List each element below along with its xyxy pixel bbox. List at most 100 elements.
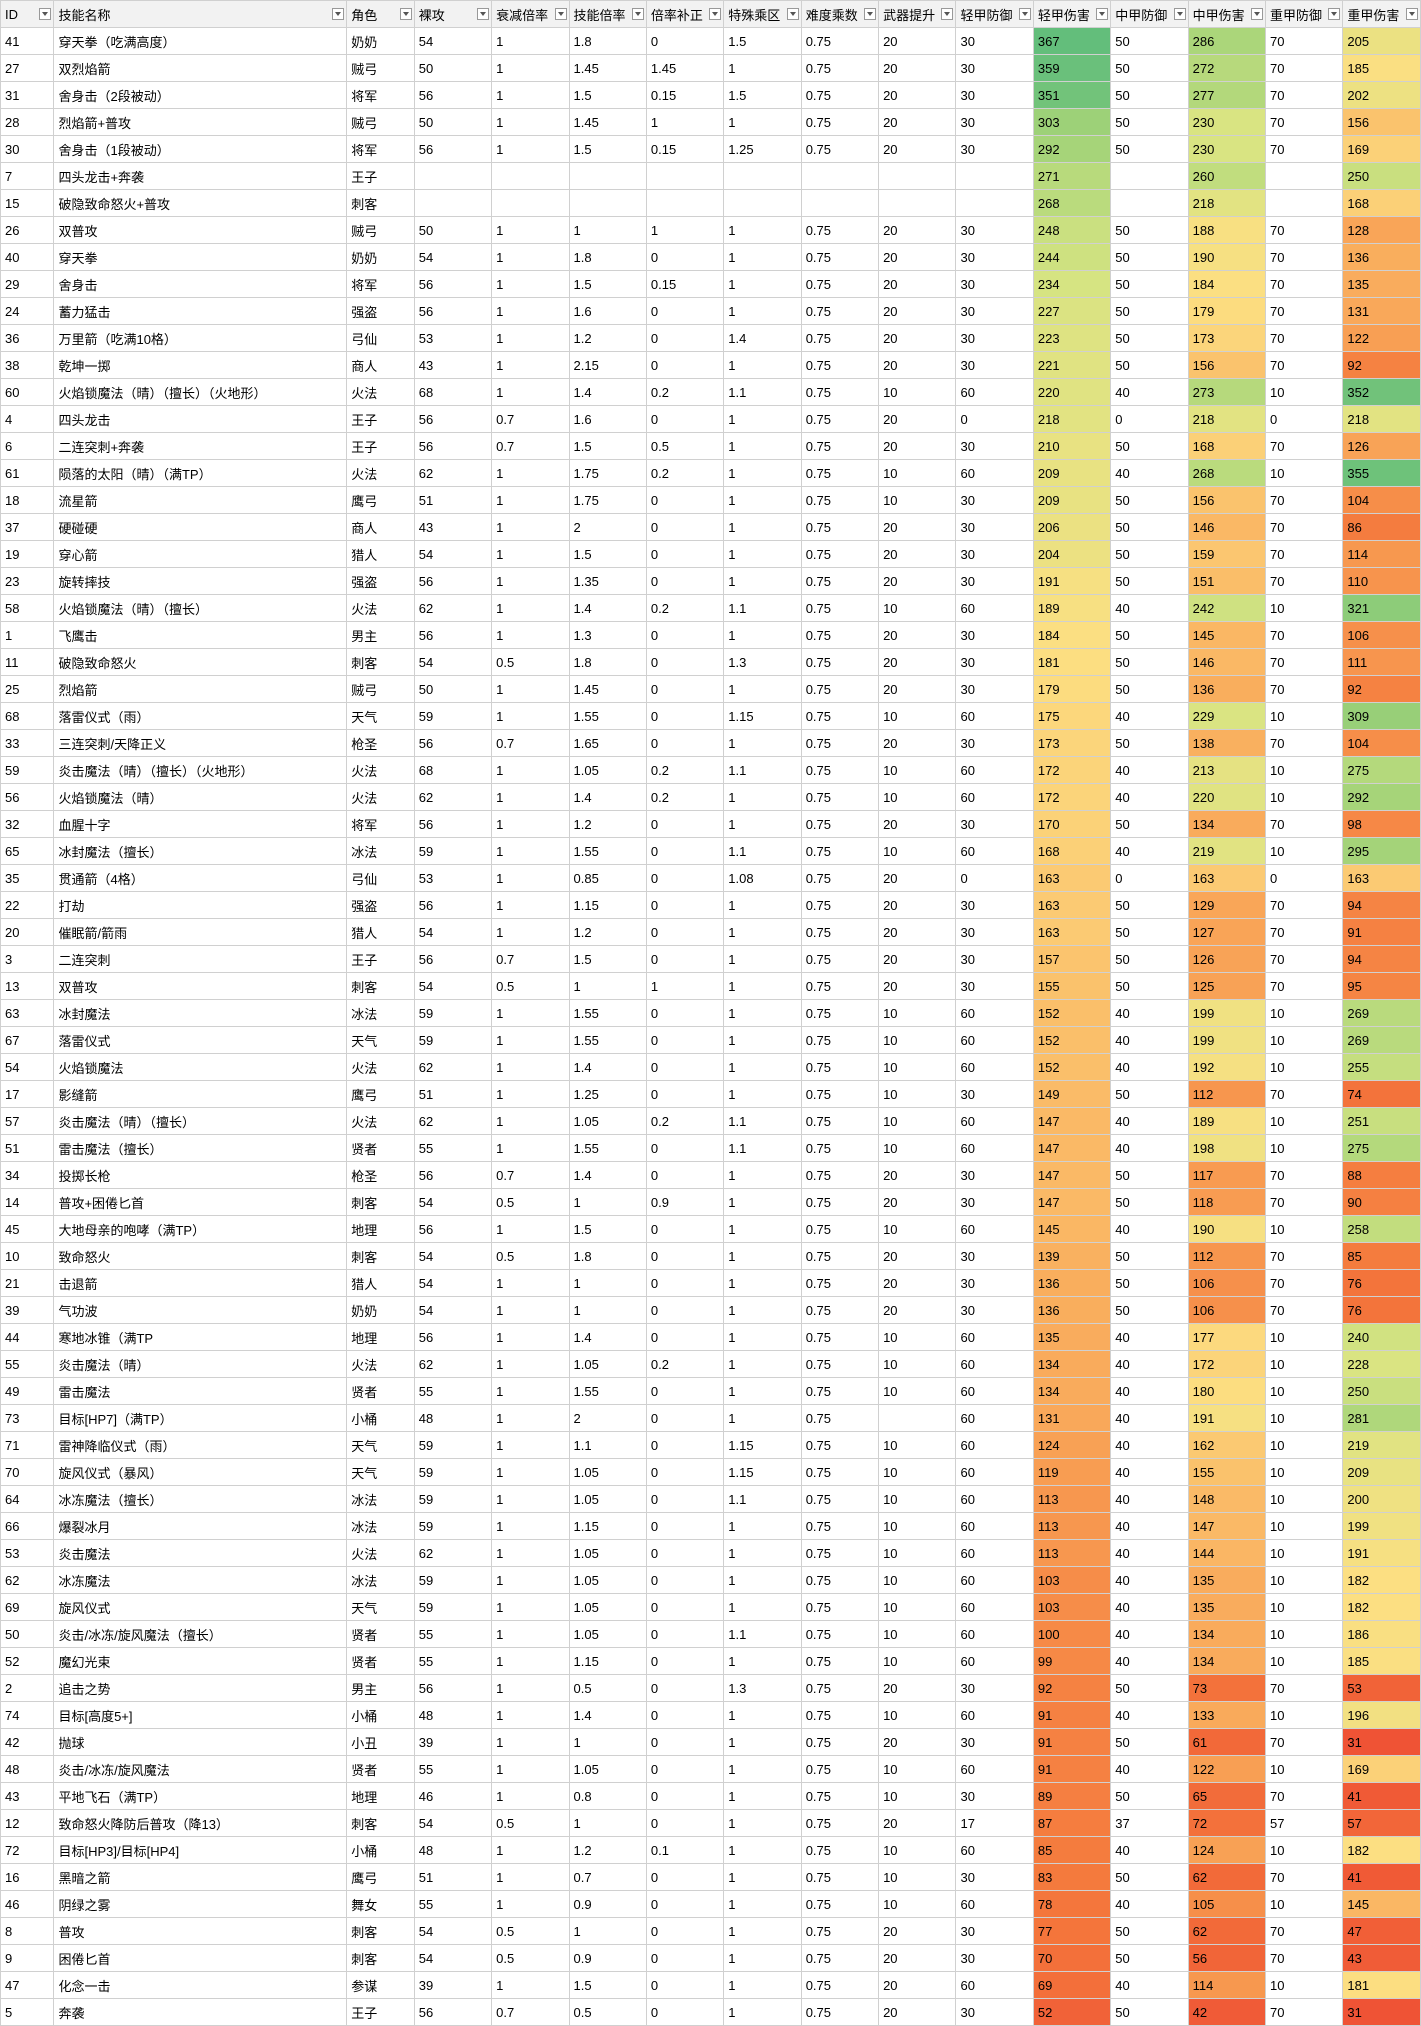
column-header[interactable]: 中甲伤害 bbox=[1188, 1, 1265, 28]
filter-dropdown-icon[interactable] bbox=[864, 8, 876, 20]
cell: 普攻 bbox=[54, 1918, 347, 1945]
column-header[interactable]: 倍率补正 bbox=[646, 1, 723, 28]
column-header[interactable]: 轻甲伤害 bbox=[1033, 1, 1110, 28]
filter-dropdown-icon[interactable] bbox=[1174, 8, 1186, 20]
cell: 127 bbox=[1188, 919, 1265, 946]
cell: 228 bbox=[1343, 1351, 1421, 1378]
filter-dropdown-icon[interactable] bbox=[941, 8, 953, 20]
cell: 162 bbox=[1188, 1432, 1265, 1459]
filter-dropdown-icon[interactable] bbox=[1096, 8, 1108, 20]
cell: 20 bbox=[879, 109, 956, 136]
cell: 1.1 bbox=[724, 1621, 801, 1648]
cell: 10 bbox=[879, 1783, 956, 1810]
cell: 0 bbox=[646, 1540, 723, 1567]
cell: 0 bbox=[646, 487, 723, 514]
cell: 41 bbox=[1, 28, 54, 55]
cell: 0.2 bbox=[646, 757, 723, 784]
cell: 0 bbox=[646, 1432, 723, 1459]
table-row: 52魔幻光束贤者5511.15010.751060994013410185 bbox=[1, 1648, 1421, 1675]
column-header[interactable]: 难度乘数 bbox=[801, 1, 878, 28]
column-header[interactable]: 特殊乘区 bbox=[724, 1, 801, 28]
cell: 0.75 bbox=[801, 676, 878, 703]
cell: 困倦匕首 bbox=[54, 1945, 347, 1972]
cell: 163 bbox=[1188, 865, 1265, 892]
cell: 43 bbox=[1, 1783, 54, 1810]
cell: 248 bbox=[1033, 217, 1110, 244]
cell: 0.75 bbox=[801, 1945, 878, 1972]
filter-dropdown-icon[interactable] bbox=[1406, 8, 1418, 20]
cell: 10 bbox=[1266, 1108, 1343, 1135]
column-header[interactable]: 重甲伤害 bbox=[1343, 1, 1421, 28]
column-header[interactable]: 技能名称 bbox=[54, 1, 347, 28]
column-header[interactable]: 重甲防御 bbox=[1266, 1, 1343, 28]
cell: 0.75 bbox=[801, 1351, 878, 1378]
cell: 0.75 bbox=[801, 1135, 878, 1162]
cell: 367 bbox=[1033, 28, 1110, 55]
cell: 1 bbox=[724, 514, 801, 541]
cell: 0 bbox=[646, 1297, 723, 1324]
cell: 258 bbox=[1343, 1216, 1421, 1243]
cell: 30 bbox=[956, 1918, 1033, 1945]
table-row: 1飞鹰击男主5611.3010.7520301845014570106 bbox=[1, 622, 1421, 649]
filter-dropdown-icon[interactable] bbox=[1328, 8, 1340, 20]
cell: 50 bbox=[1111, 217, 1188, 244]
column-header[interactable]: 裸攻 bbox=[414, 1, 491, 28]
filter-dropdown-icon[interactable] bbox=[477, 8, 489, 20]
cell: 1 bbox=[492, 1000, 569, 1027]
column-header[interactable]: ID bbox=[1, 1, 54, 28]
cell: 10 bbox=[1266, 838, 1343, 865]
column-header[interactable]: 角色 bbox=[347, 1, 415, 28]
cell: 0.75 bbox=[801, 649, 878, 676]
cell bbox=[569, 163, 646, 190]
column-header[interactable]: 武器提升 bbox=[879, 1, 956, 28]
cell: 40 bbox=[1111, 1351, 1188, 1378]
cell: 小桶 bbox=[347, 1405, 415, 1432]
cell: 鹰弓 bbox=[347, 1864, 415, 1891]
cell: 1 bbox=[724, 1702, 801, 1729]
cell: 王子 bbox=[347, 1999, 415, 2026]
cell: 双普攻 bbox=[54, 217, 347, 244]
cell: 1 bbox=[724, 1594, 801, 1621]
filter-dropdown-icon[interactable] bbox=[39, 8, 51, 20]
filter-dropdown-icon[interactable] bbox=[400, 8, 412, 20]
cell: 70 bbox=[1266, 217, 1343, 244]
cell: 30 bbox=[956, 676, 1033, 703]
filter-dropdown-icon[interactable] bbox=[1019, 8, 1031, 20]
cell: 190 bbox=[1188, 244, 1265, 271]
cell: 0.75 bbox=[801, 1459, 878, 1486]
cell: 16 bbox=[1, 1864, 54, 1891]
cell: 45 bbox=[1, 1216, 54, 1243]
filter-dropdown-icon[interactable] bbox=[709, 8, 721, 20]
cell: 129 bbox=[1188, 892, 1265, 919]
cell: 62 bbox=[1188, 1918, 1265, 1945]
cell: 223 bbox=[1033, 325, 1110, 352]
cell: 30 bbox=[956, 217, 1033, 244]
column-header[interactable]: 轻甲防御 bbox=[956, 1, 1033, 28]
cell: 196 bbox=[1343, 1702, 1421, 1729]
column-header[interactable]: 中甲防御 bbox=[1111, 1, 1188, 28]
cell: 60 bbox=[956, 1432, 1033, 1459]
cell: 0.5 bbox=[492, 1243, 569, 1270]
cell: 54 bbox=[414, 1270, 491, 1297]
cell: 万里箭（吃满10格） bbox=[54, 325, 347, 352]
cell: 277 bbox=[1188, 82, 1265, 109]
filter-dropdown-icon[interactable] bbox=[332, 8, 344, 20]
column-header[interactable]: 衰减倍率 bbox=[492, 1, 569, 28]
column-header[interactable]: 技能倍率 bbox=[569, 1, 646, 28]
cell: 小丑 bbox=[347, 1729, 415, 1756]
cell: 50 bbox=[1111, 244, 1188, 271]
cell: 70 bbox=[1266, 649, 1343, 676]
cell: 43 bbox=[414, 352, 491, 379]
cell: 43 bbox=[1343, 1945, 1421, 1972]
cell: 1.3 bbox=[724, 649, 801, 676]
cell: 199 bbox=[1188, 1000, 1265, 1027]
cell: 60 bbox=[956, 1567, 1033, 1594]
cell: 天气 bbox=[347, 703, 415, 730]
cell: 20 bbox=[879, 649, 956, 676]
cell: 0.9 bbox=[646, 1189, 723, 1216]
filter-dropdown-icon[interactable] bbox=[787, 8, 799, 20]
filter-dropdown-icon[interactable] bbox=[555, 8, 567, 20]
filter-dropdown-icon[interactable] bbox=[632, 8, 644, 20]
cell: 0.75 bbox=[801, 379, 878, 406]
filter-dropdown-icon[interactable] bbox=[1251, 8, 1263, 20]
